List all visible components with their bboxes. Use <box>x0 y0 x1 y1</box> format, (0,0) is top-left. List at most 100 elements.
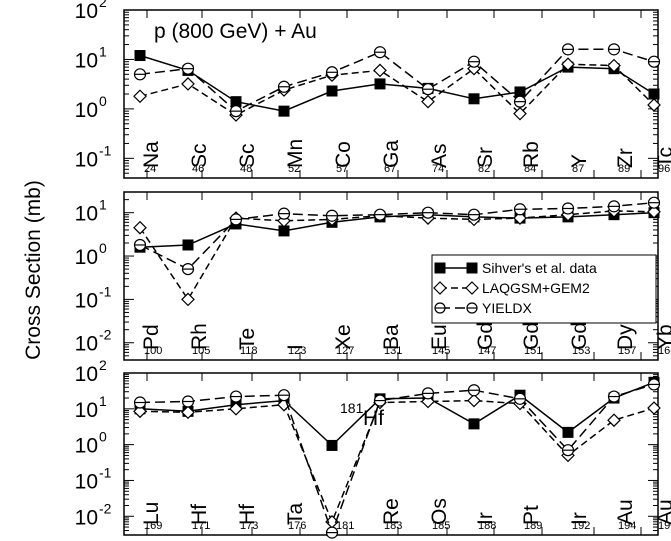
data-point-yieldx <box>325 526 339 539</box>
data-point-sihver <box>326 85 338 97</box>
isotope-mass: 183 <box>384 520 402 532</box>
legend-label: Sihver's et al. data <box>482 260 597 276</box>
isotope-mass: 48 <box>240 163 252 175</box>
isotope-mass: 192 <box>572 520 590 532</box>
legend-marker <box>434 262 446 274</box>
panel-title: p (800 GeV) + Au <box>154 20 317 43</box>
isotope-label: 87Y <box>568 154 591 175</box>
isotope-symbol: Pd <box>140 324 163 350</box>
isotope-symbol: I <box>284 344 307 350</box>
isotope-mass: 100 <box>144 345 162 357</box>
isotope-mass: 171 <box>192 520 210 532</box>
legend-marker <box>433 281 447 295</box>
isotope-mass: 52 <box>288 163 300 175</box>
data-point-laqgsm <box>467 393 481 408</box>
series-line-yieldx <box>139 383 655 535</box>
isotope-label: 166Yb <box>654 324 671 357</box>
data-point-sihver <box>374 78 386 90</box>
data-point-yieldx <box>607 200 621 213</box>
panel-frame <box>123 372 659 536</box>
isotope-symbol: Y <box>568 154 591 168</box>
isotope-symbol: Pt <box>520 505 543 525</box>
isotope-symbol: Zr <box>614 148 637 168</box>
data-point-yieldx <box>647 378 661 391</box>
isotope-mass: 89 <box>618 163 630 175</box>
isotope-mass: 173 <box>240 520 258 532</box>
legend: Sihver's et al. data LAQGSM+GEM2 YIELDX <box>431 254 657 324</box>
isotope-symbol: Sc <box>236 143 259 168</box>
data-point-yieldx <box>561 43 575 56</box>
isotope-symbol: Hf <box>188 504 211 525</box>
data-point-yieldx <box>421 206 435 219</box>
y-tick-exponent: 1 <box>99 197 107 213</box>
isotope-mass: 157 <box>618 345 636 357</box>
isotope-symbol: Re <box>380 498 403 525</box>
data-point-laqgsm <box>181 292 195 307</box>
legend-label: YIELDX <box>482 300 532 316</box>
isotope-symbol: Eu <box>428 324 451 350</box>
isotope-mass: 127 <box>336 345 354 357</box>
isotope-symbol: Gd <box>520 322 543 350</box>
data-point-laqgsm <box>373 63 387 78</box>
isotope-mass: 24 <box>144 163 156 175</box>
data-point-sihver <box>182 239 194 251</box>
data-point-sihver <box>514 86 526 98</box>
isotope-mass: 194 <box>618 520 636 532</box>
data-point-sihver <box>278 225 290 237</box>
data-point-yieldx <box>467 208 481 221</box>
data-point-laqgsm <box>181 405 195 420</box>
data-point-yieldx <box>277 80 291 93</box>
isotope-mass: 151 <box>524 345 542 357</box>
isotope-mass: 181 <box>336 520 354 532</box>
isotope-mass: 84 <box>524 163 536 175</box>
y-tick-label: 10 <box>75 49 98 72</box>
y-tick-exponent: -1 <box>99 142 112 158</box>
data-point-yieldx <box>325 209 339 222</box>
isotope-mass: 131 <box>384 345 402 357</box>
isotope-mass: 166 <box>658 345 671 357</box>
data-point-yieldx <box>229 390 243 403</box>
data-point-laqgsm <box>421 94 435 109</box>
isotope-symbol: Ga <box>380 140 403 168</box>
y-tick-exponent: -2 <box>99 500 112 516</box>
isotope-mass: 57 <box>336 163 348 175</box>
data-point-sihver <box>648 88 660 100</box>
series-line-laqgsm <box>139 399 655 524</box>
isotope-symbol: Ba <box>380 324 403 350</box>
data-point-yieldx <box>181 262 195 276</box>
data-point-laqgsm <box>647 98 661 112</box>
series-line-laqgsm <box>139 210 655 301</box>
isotope-symbol: Os <box>428 498 451 525</box>
y-tick-label: 10 <box>75 506 98 529</box>
series-line-sihver <box>139 381 655 447</box>
isotope-mass: 176 <box>288 520 306 532</box>
isotope-symbol: Gd <box>474 322 497 350</box>
data-point-laqgsm <box>133 89 147 104</box>
y-tick-exponent: 1 <box>99 43 107 59</box>
isotope-mass: 188 <box>478 520 496 532</box>
isotope-mass: 153 <box>572 345 590 357</box>
isotope-mass: 74 <box>432 163 444 175</box>
data-point-laqgsm <box>607 413 621 428</box>
legend-marker <box>465 281 479 295</box>
isotope-symbol: Au <box>614 499 637 525</box>
isotope-mass: 169 <box>144 520 162 532</box>
